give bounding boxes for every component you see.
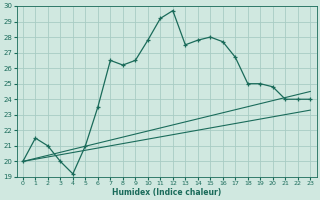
X-axis label: Humidex (Indice chaleur): Humidex (Indice chaleur) <box>112 188 221 197</box>
